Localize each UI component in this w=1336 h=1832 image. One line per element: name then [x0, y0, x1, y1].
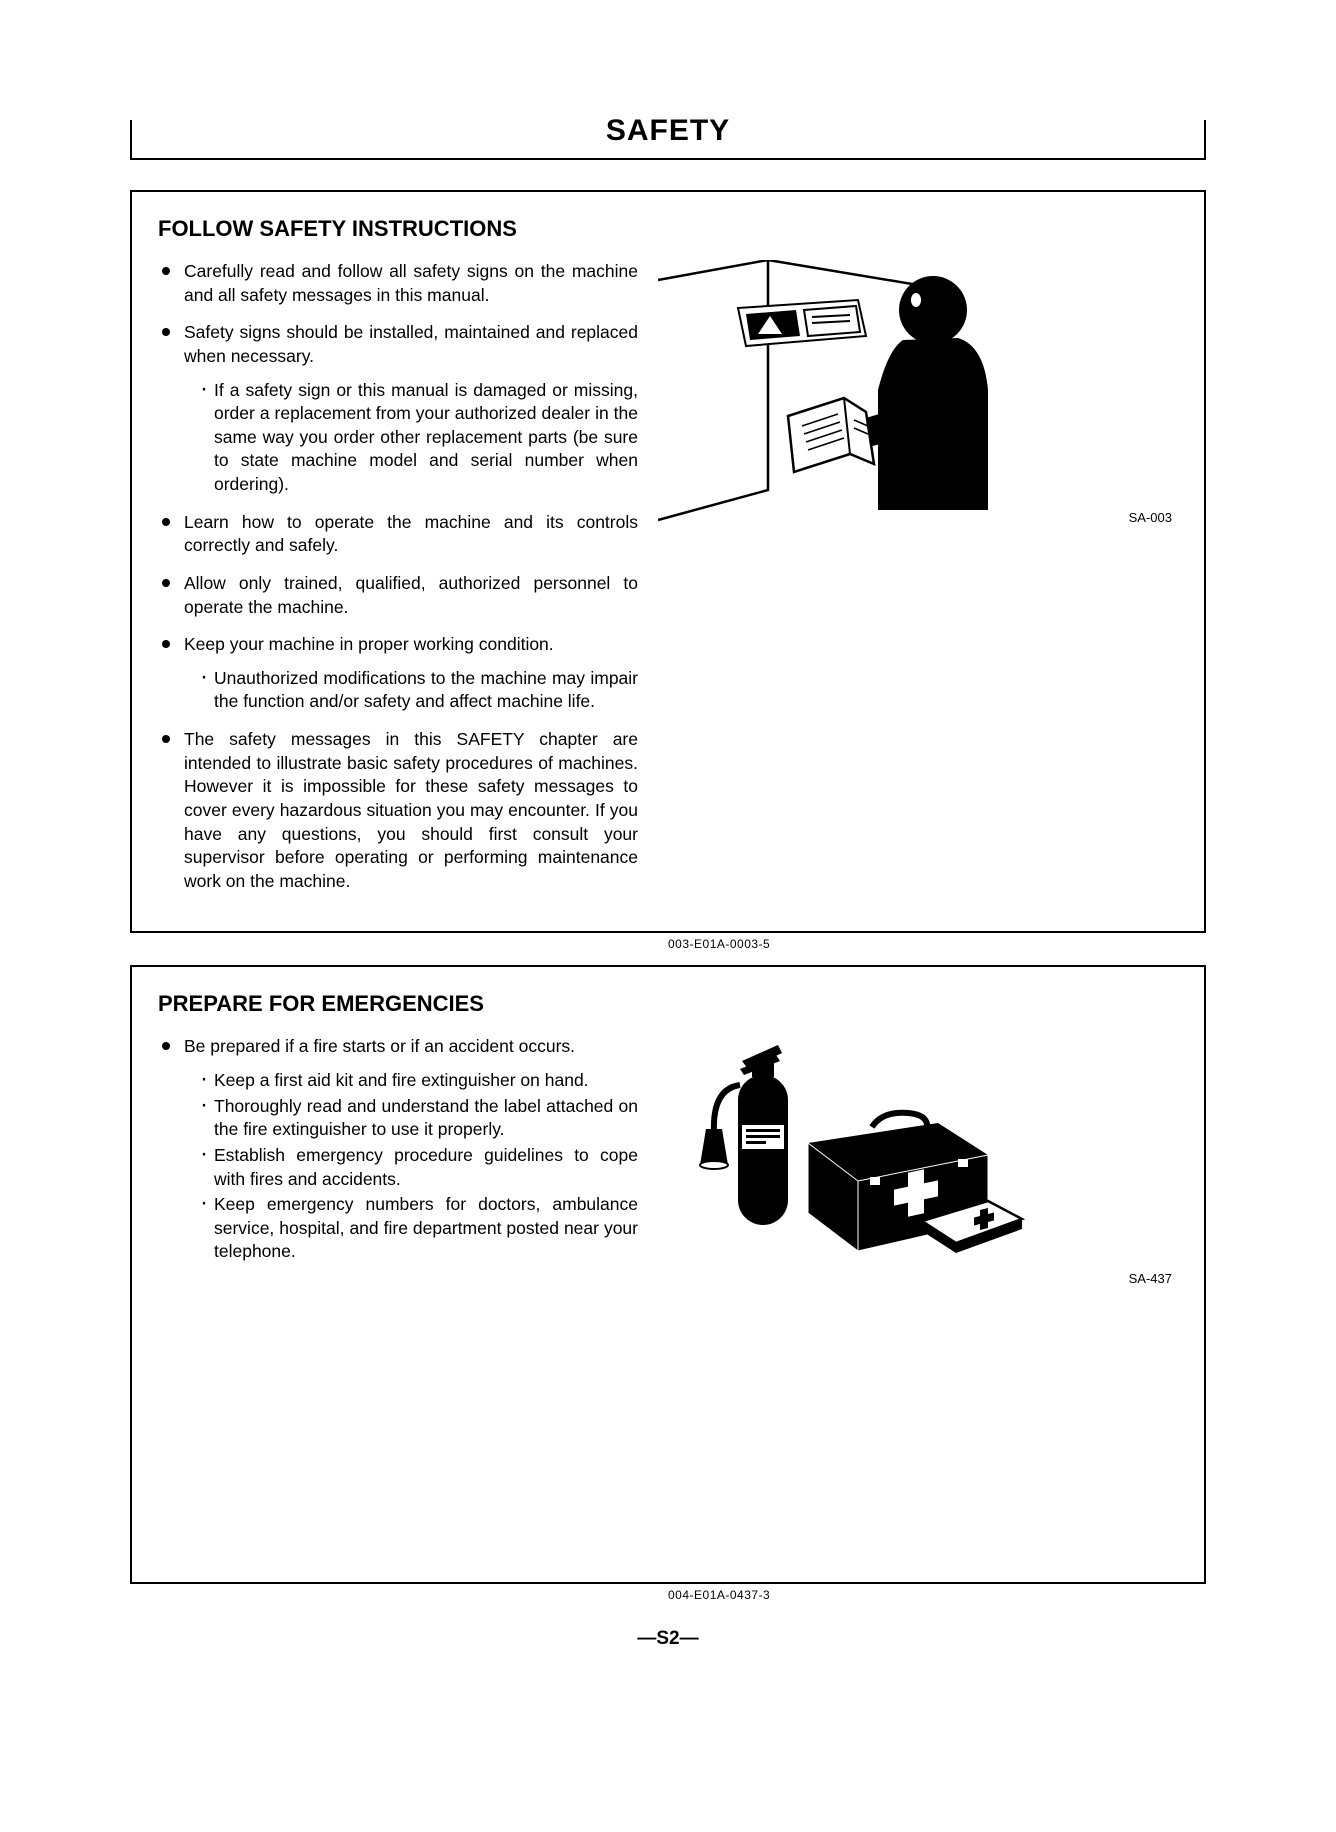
sub-list: Unauthorized modifications to the machin…	[184, 667, 638, 714]
bullet-item: The safety messages in this SAFETY chapt…	[158, 728, 638, 893]
section-follow-safety: FOLLOW SAFETY INSTRUCTIONS Carefully rea…	[130, 190, 1206, 933]
bullet-item: Be prepared if a fire starts or if an ac…	[158, 1035, 638, 1264]
person-reading-manual-icon	[658, 260, 1028, 530]
bullet-text: Allow only trained, qualified, authorize…	[184, 573, 638, 617]
bullet-item: Allow only trained, qualified, authorize…	[158, 572, 638, 619]
sub-list: If a safety sign or this manual is damag…	[184, 379, 638, 497]
page: SAFETY FOLLOW SAFETY INSTRUCTIONS Carefu…	[0, 0, 1336, 1832]
bullet-text: Carefully read and follow all safety sig…	[184, 261, 638, 305]
section-title: FOLLOW SAFETY INSTRUCTIONS	[158, 216, 1178, 242]
sub-item: Thoroughly read and understand the label…	[200, 1095, 638, 1142]
bullet-item: Keep your machine in proper working cond…	[158, 633, 638, 714]
sub-item: Keep emergency numbers for doctors, ambu…	[200, 1193, 638, 1264]
figure-label: SA-437	[1129, 1271, 1172, 1286]
section-columns: Be prepared if a fire starts or if an ac…	[158, 1035, 1178, 1278]
header-rule: SAFETY	[132, 120, 1204, 160]
sub-item: Establish emergency procedure guidelines…	[200, 1144, 638, 1191]
sub-item: If a safety sign or this manual is damag…	[200, 379, 638, 497]
section-title: PREPARE FOR EMERGENCIES	[158, 991, 1178, 1017]
section-columns: Carefully read and follow all safety sig…	[158, 260, 1178, 907]
bullet-text: Keep your machine in proper working cond…	[184, 634, 554, 654]
extinguisher-firstaid-icon	[658, 1025, 1028, 1265]
page-header: SAFETY	[130, 120, 1206, 160]
section-code: 003-E01A-0003-5	[668, 937, 770, 951]
illustration-column: SA-003	[658, 260, 1178, 907]
sub-item: Unauthorized modifications to the machin…	[200, 667, 638, 714]
bullet-list: Be prepared if a fire starts or if an ac…	[158, 1035, 638, 1264]
text-column: Carefully read and follow all safety sig…	[158, 260, 638, 907]
sub-item: Keep a first aid kit and fire extinguish…	[200, 1069, 638, 1093]
bullet-item: Safety signs should be installed, mainta…	[158, 321, 638, 496]
bullet-text: Safety signs should be installed, mainta…	[184, 322, 638, 366]
bullet-text: Learn how to operate the machine and its…	[184, 512, 638, 556]
text-column: Be prepared if a fire starts or if an ac…	[158, 1035, 638, 1278]
page-title: SAFETY	[602, 114, 734, 148]
illustration-column: SA-437	[658, 1035, 1178, 1278]
bullet-list: Carefully read and follow all safety sig…	[158, 260, 638, 893]
spacer	[158, 1278, 1178, 1558]
sub-list: Keep a first aid kit and fire extinguish…	[184, 1069, 638, 1264]
section-prepare-emergencies: PREPARE FOR EMERGENCIES Be prepared if a…	[130, 965, 1206, 1584]
section-code: 004-E01A-0437-3	[668, 1588, 770, 1602]
bullet-text: Be prepared if a fire starts or if an ac…	[184, 1036, 575, 1056]
header-rule-right	[1204, 120, 1206, 160]
bullet-item: Learn how to operate the machine and its…	[158, 511, 638, 558]
bullet-text: The safety messages in this SAFETY chapt…	[184, 729, 638, 891]
figure-label: SA-003	[1129, 510, 1172, 525]
bullet-item: Carefully read and follow all safety sig…	[158, 260, 638, 307]
page-number: —S2—	[130, 1628, 1206, 1650]
